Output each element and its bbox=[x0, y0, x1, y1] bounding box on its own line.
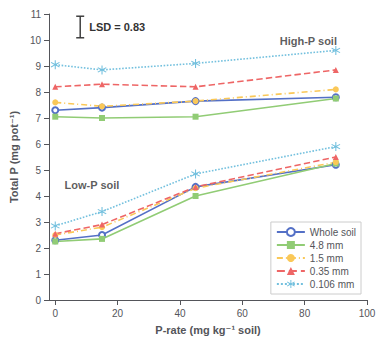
svg-text:3: 3 bbox=[35, 217, 41, 228]
svg-text:1: 1 bbox=[35, 269, 41, 280]
svg-text:High-P soil: High-P soil bbox=[280, 35, 337, 47]
svg-text:P-rate (mg kg⁻¹ soil): P-rate (mg kg⁻¹ soil) bbox=[155, 324, 261, 336]
svg-text:1.5 mm: 1.5 mm bbox=[310, 253, 343, 264]
svg-text:4: 4 bbox=[35, 191, 41, 202]
svg-text:0.106 mm: 0.106 mm bbox=[310, 279, 354, 290]
svg-text:LSD = 0.83: LSD = 0.83 bbox=[89, 21, 145, 33]
svg-text:20: 20 bbox=[112, 308, 124, 319]
svg-text:6: 6 bbox=[35, 139, 41, 150]
svg-text:5: 5 bbox=[35, 165, 41, 176]
svg-text:7: 7 bbox=[35, 113, 41, 124]
svg-text:60: 60 bbox=[237, 308, 249, 319]
svg-text:10: 10 bbox=[30, 35, 42, 46]
svg-text:4.8 mm: 4.8 mm bbox=[310, 240, 343, 251]
svg-text:Low-P soil: Low-P soil bbox=[65, 179, 120, 191]
svg-text:100: 100 bbox=[359, 308, 376, 319]
svg-text:40: 40 bbox=[174, 308, 186, 319]
svg-text:0: 0 bbox=[52, 308, 58, 319]
svg-text:0: 0 bbox=[35, 295, 41, 306]
svg-text:11: 11 bbox=[31, 9, 42, 20]
svg-text:8: 8 bbox=[35, 87, 41, 98]
svg-text:9: 9 bbox=[35, 61, 41, 72]
svg-text:Total P (mg pot⁻¹): Total P (mg pot⁻¹) bbox=[8, 111, 20, 203]
svg-text:0.35 mm: 0.35 mm bbox=[310, 266, 349, 277]
svg-text:2: 2 bbox=[35, 243, 41, 254]
svg-text:Whole soil: Whole soil bbox=[310, 227, 356, 238]
svg-text:80: 80 bbox=[299, 308, 311, 319]
